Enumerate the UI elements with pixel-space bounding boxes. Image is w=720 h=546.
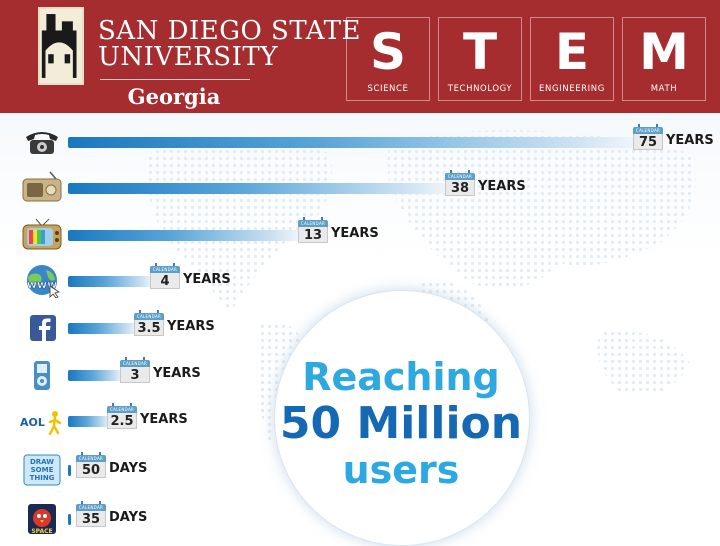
chart-title-line1: Reaching bbox=[302, 355, 500, 399]
bar-unit-label: YEARS bbox=[140, 412, 188, 427]
bar-unit-label: YEARS bbox=[478, 179, 526, 194]
divider bbox=[100, 79, 250, 80]
calendar-icon: CALENDAR bbox=[76, 452, 106, 478]
telephone-icon bbox=[20, 125, 64, 159]
draw-something-icon: DRAW SOME THING bbox=[20, 453, 64, 487]
stem-tile-technology: T TECHNOLOGY bbox=[438, 17, 522, 101]
bar-value-label: 3 bbox=[130, 368, 140, 383]
bar-ipod bbox=[68, 370, 122, 381]
header-banner: SAN DIEGO STATE UNIVERSITY Georgia S SCI… bbox=[0, 0, 720, 113]
calendar-icon: CALENDAR bbox=[150, 263, 180, 289]
bar-unit-label: DAYS bbox=[109, 461, 148, 476]
bar-world-wide-web bbox=[68, 276, 152, 287]
bar-value-label: 13 bbox=[303, 228, 323, 243]
bar-value-label: 4 bbox=[160, 274, 170, 289]
bar-unit-label: YEARS bbox=[331, 226, 379, 241]
stem-tile-science: S SCIENCE bbox=[346, 17, 430, 101]
campus-name: Georgia bbox=[127, 84, 221, 109]
chart-title-line3: users bbox=[342, 448, 460, 492]
calendar-icon: CALENDAR bbox=[107, 403, 137, 429]
university-name-line2: UNIVERSITY bbox=[98, 42, 278, 72]
stem-word: MATH bbox=[650, 84, 678, 94]
svg-text:SPACE: SPACE bbox=[31, 528, 52, 535]
calendar-icon: CALENDAR bbox=[120, 357, 150, 383]
bar-unit-label: YEARS bbox=[666, 133, 714, 148]
bar-draw-something bbox=[68, 465, 71, 476]
stem-tile-math: M MATH bbox=[622, 17, 706, 101]
bar-angry-birds-space bbox=[68, 514, 71, 525]
stem-word: TECHNOLOGY bbox=[447, 84, 513, 94]
bar-value-label: 50 bbox=[81, 463, 101, 478]
bar-unit-label: YEARS bbox=[167, 319, 215, 334]
ipod-icon bbox=[20, 358, 64, 392]
stem-word: ENGINEERING bbox=[539, 84, 605, 94]
bar-value-label: 2.5 bbox=[110, 414, 134, 429]
calendar-icon: CALENDAR bbox=[445, 170, 475, 196]
radio-icon bbox=[20, 171, 64, 205]
bar-aol bbox=[68, 416, 109, 427]
bar-unit-label: YEARS bbox=[183, 272, 231, 287]
bar-facebook bbox=[68, 323, 136, 334]
stem-letter: M bbox=[639, 23, 689, 81]
calendar-icon: CALENDAR bbox=[134, 310, 164, 336]
chart-title-line2: 50 Million bbox=[279, 398, 523, 449]
stem-word: SCIENCE bbox=[367, 84, 409, 94]
bar-value-label: 38 bbox=[450, 181, 470, 196]
bar-value-label: 75 bbox=[638, 135, 658, 150]
bar-telephone bbox=[68, 137, 634, 148]
calendar-icon: CALENDAR bbox=[76, 501, 106, 527]
aol-icon: AOL bbox=[20, 404, 64, 438]
stem-tile-engineering: E ENGINEERING bbox=[530, 17, 614, 101]
draw-something-text: DRAW bbox=[30, 458, 54, 466]
stem-letter: E bbox=[554, 23, 590, 81]
university-crest-icon bbox=[38, 7, 84, 85]
stem-letter: S bbox=[369, 23, 406, 81]
bar-value-label: 3.5 bbox=[137, 321, 161, 336]
angry-birds-space-icon: SPACE bbox=[20, 502, 64, 536]
calendar-icon: CALENDAR bbox=[298, 217, 328, 243]
facebook-icon bbox=[20, 311, 64, 345]
university-name-line1: SAN DIEGO STATE bbox=[98, 16, 361, 46]
calendar-icon: CALENDAR bbox=[633, 124, 663, 150]
bar-radio bbox=[68, 183, 446, 194]
title-circle bbox=[274, 290, 530, 546]
bar-unit-label: DAYS bbox=[109, 510, 148, 525]
stem-letter: T bbox=[462, 23, 498, 81]
www-icon: www bbox=[20, 264, 64, 298]
aol-text: AOL bbox=[20, 416, 45, 429]
bar-unit-label: YEARS bbox=[153, 366, 201, 381]
bar-television bbox=[68, 230, 299, 241]
draw-something-text: SOME bbox=[31, 466, 54, 474]
draw-something-text: THING bbox=[30, 474, 55, 482]
bar-value-label: 35 bbox=[81, 512, 101, 527]
television-icon bbox=[20, 218, 64, 252]
